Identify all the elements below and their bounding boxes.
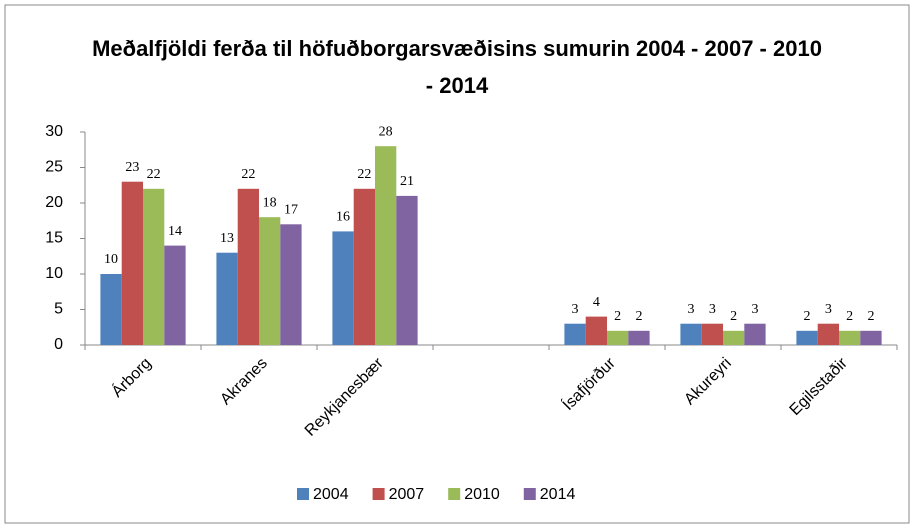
y-tick-label: 30: [45, 123, 63, 140]
legend-swatch: [523, 488, 536, 500]
value-label: 3: [751, 302, 758, 317]
bar: [121, 181, 143, 345]
bar: [680, 323, 702, 345]
value-label: 2: [614, 309, 621, 324]
value-label: 16: [336, 210, 350, 225]
bar: [164, 245, 186, 345]
bar: [237, 188, 259, 345]
bar: [396, 195, 418, 345]
bar: [607, 330, 629, 345]
bar: [744, 323, 766, 345]
bar: [143, 188, 165, 345]
bar: [100, 274, 122, 345]
value-label: 22: [357, 167, 371, 182]
bar: [701, 323, 723, 345]
legend-swatch: [448, 488, 461, 500]
value-label: 2: [846, 309, 853, 324]
value-label: 22: [241, 167, 255, 182]
bar: [375, 146, 397, 345]
value-label: 17: [284, 203, 298, 218]
value-label: 21: [400, 174, 414, 189]
value-label: 2: [867, 309, 874, 324]
bar: [817, 323, 839, 345]
bar: [332, 231, 354, 345]
bar: [280, 224, 302, 345]
legend-swatch: [372, 488, 385, 500]
value-label: 22: [147, 167, 161, 182]
y-tick-label: 15: [45, 230, 63, 247]
bar: [353, 188, 375, 345]
y-tick-label: 10: [45, 265, 63, 282]
legend-label: 2014: [540, 486, 576, 503]
value-label: 23: [125, 160, 139, 175]
value-label: 14: [168, 224, 182, 239]
legend-swatch: [297, 488, 309, 500]
bar: [585, 316, 607, 345]
y-tick-label: 0: [54, 336, 63, 353]
bar: [860, 330, 882, 345]
value-label: 2: [804, 309, 811, 324]
value-label: 18: [263, 195, 277, 210]
value-label: 3: [688, 302, 695, 317]
chart-title: Meðalfjöldi ferða til höfuðborgarsvæðisi…: [92, 36, 822, 98]
value-label: 4: [593, 295, 600, 310]
bar: [216, 252, 238, 345]
value-label: 3: [825, 302, 832, 317]
y-tick-label: 25: [45, 159, 63, 176]
value-label: 2: [730, 309, 737, 324]
y-tick-label: 5: [54, 301, 63, 318]
value-label: 13: [220, 231, 234, 246]
value-label: 28: [379, 124, 393, 139]
value-label: 10: [104, 252, 118, 267]
bar: [564, 323, 586, 345]
bar: [723, 330, 745, 345]
value-label: 3: [709, 302, 716, 317]
bar: [259, 217, 281, 345]
y-tick-label: 20: [45, 194, 63, 211]
legend-label: 2007: [389, 486, 425, 503]
value-label: 3: [572, 302, 579, 317]
bar: [796, 330, 818, 345]
legend-label: 2010: [464, 486, 500, 503]
legend-label: 2004: [313, 486, 349, 503]
bar: [839, 330, 861, 345]
value-label: 2: [635, 309, 642, 324]
bar: [628, 330, 650, 345]
